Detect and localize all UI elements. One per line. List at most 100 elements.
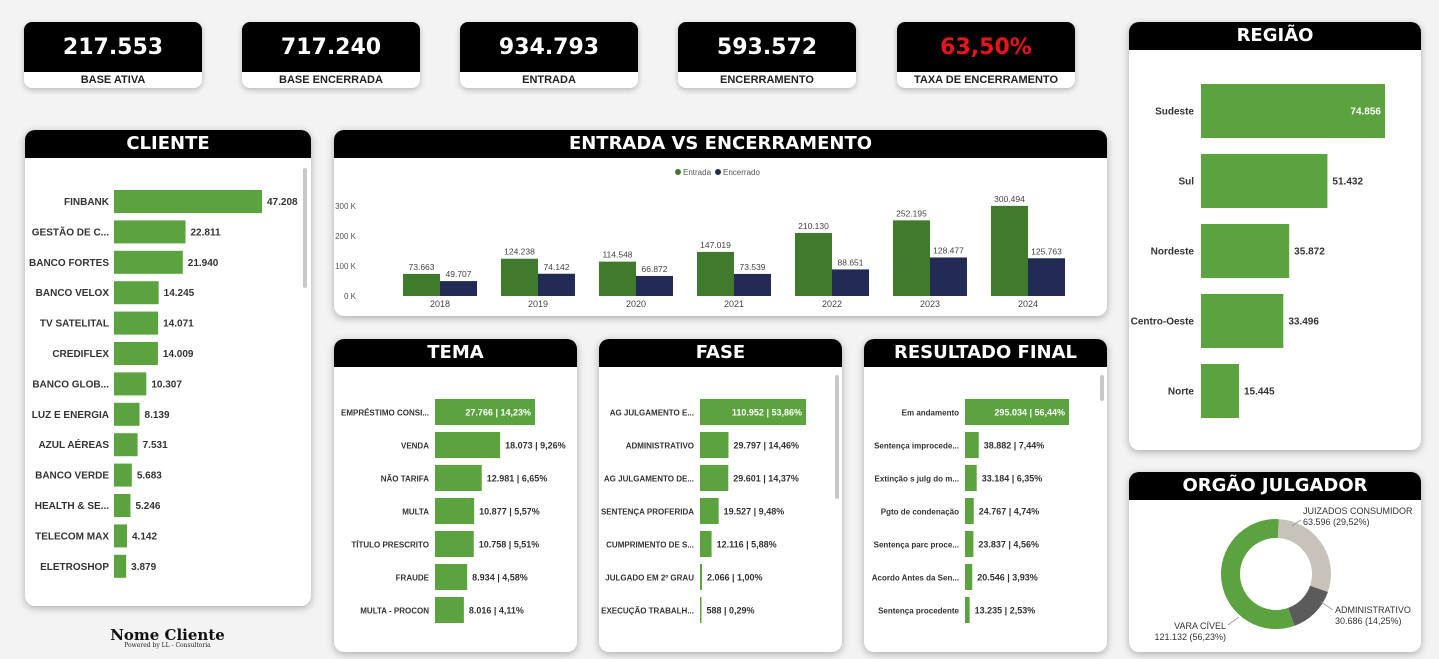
cliente-panel: CLIENTE FINBANK 47.208 GESTÃO DE C... 22.81… [25,130,311,606]
kpi-taxa-encerramento: 63,50% TAXA DE ENCERRAMENTO [897,22,1075,88]
bar [435,498,475,524]
leader-line [1320,601,1334,611]
data-label: 125.763 [1031,246,1062,256]
kpi-label: ENTRADA [522,74,576,86]
category-label: MULTA - PROCON [360,607,429,616]
data-label: 27.766 | 14,23% [465,408,531,418]
x-tick-label: 2021 [724,299,744,309]
bar [1201,84,1385,138]
kpi-value: 63,50% [897,22,1075,72]
category-label: FINBANK [64,197,110,208]
category-label: Acordo Antes da Sen... [872,574,959,583]
category-label: FRAUDE [396,574,430,583]
bar [435,531,474,557]
kpi-label: BASE ATIVA [80,74,146,86]
category-label: Sentença parc proce... [874,541,959,550]
category-label: Extinção s julg do m... [875,475,959,484]
kpi-label: BASE ENCERRADA [279,74,383,86]
entrada-vs-encerramento-title: ENTRADA VS ENCERRAMENTO [334,130,1107,158]
x-tick-label: 2020 [626,299,646,309]
entrada-vs-encerramento-panel: ENTRADA VS ENCERRAMENTO 0 K 100 K 200 K 300… [334,130,1107,316]
bar [440,281,477,296]
data-label: 5.683 [137,471,162,482]
bar [965,432,979,458]
data-label: 124.238 [504,247,535,257]
data-label: 88.651 [838,257,864,267]
cliente-scrollbar[interactable] [303,168,307,288]
bar [965,399,1069,425]
bar [114,250,183,274]
bar [1201,294,1284,348]
data-label: 8.139 [145,410,170,421]
bar [435,465,482,491]
bar [114,311,159,335]
category-label: GESTÃO DE C... [32,225,109,238]
fase-scrollbar[interactable] [835,375,839,499]
bar [538,273,575,296]
data-label: 29.797 | 14,46% [733,441,799,451]
category-label: BANCO VERDE [35,471,109,482]
bar [893,220,930,296]
data-label: 21.940 [188,258,219,269]
x-tick-label: 2023 [920,299,940,309]
data-label: 35.872 [1294,247,1325,258]
category-label: VENDA [401,442,429,451]
category-label: TV SATELITAL [40,319,109,330]
x-tick-label: 2024 [1018,299,1038,309]
tema-chart: EMPRÉSTIMO CONSI... 27.766 | 14,23% VENDA 1… [341,399,566,623]
category-label: HEALTH & SE... [35,501,109,512]
brand-logo: Nome Cliente Powered by LL - Consultoria [100,626,235,649]
category-label: AZUL AÉREAS [38,438,109,451]
x-tick-label: 2018 [430,299,450,309]
tema-panel: TEMA EMPRÉSTIMO CONSI... 27.766 | 14,23% V… [334,339,577,652]
data-label: 10.758 | 5,51% [479,540,540,550]
bar [435,399,535,425]
data-label: 74.856 [1350,107,1381,118]
x-tick-label: 2022 [822,299,842,309]
data-label: 24.767 | 4,74% [979,507,1040,517]
data-label: 51.432 [1332,177,1363,188]
data-label: 10.307 [151,379,182,390]
category-label: BANCO GLOB... [32,379,109,390]
bar [114,372,147,396]
fase-title: FASE [599,339,842,367]
bar [700,564,702,590]
data-label: 38.882 | 7,44% [984,441,1045,451]
leader-line [1227,616,1240,626]
kpi-label: ENCERRAMENTO [720,74,814,86]
data-label: 20.546 | 3,93% [977,573,1038,583]
cliente-chart: FINBANK 47.208 GESTÃO DE C... 22.811 BANCO F… [29,190,298,578]
category-label: EXECUÇÃO TRABALH... [601,607,694,616]
bar [965,531,974,557]
data-label: 295.034 | 56,44% [994,408,1065,418]
data-label: 12.116 | 5,88% [717,540,777,550]
bar [114,494,131,517]
category-label: CUMPRIMENTO DE S... [606,541,694,550]
legend-label: Entrada [683,168,712,177]
category-label: AG JULGAMENTO DE... [604,475,694,484]
data-label: 7.531 [143,440,168,451]
category-label: Norte [1168,387,1195,398]
bar [114,433,138,457]
data-label: 73.663 [409,262,435,272]
data-label: 19.527 | 9,48% [724,507,785,517]
regiao-panel: REGIÃO Sudeste 74.856 Sul 51.432 Nordeste 35.… [1129,22,1421,450]
orgao-julgador-title: ORGÃO JULGADOR [1129,472,1421,500]
data-label: 4.142 [132,531,157,542]
slice-category-label: VARA CÍVEL [1174,621,1226,631]
resultado-final-scrollbar[interactable] [1100,375,1104,401]
brand-powered: Powered by LL - Consultoria [124,642,211,649]
legend-marker [715,169,721,175]
category-label: TÍTULO PRESCRITO [351,541,429,550]
category-label: LUZ E ENERGIA [32,410,109,421]
category-label: ADMINISTRATIVO [626,442,694,451]
bar [965,498,974,524]
category-label: Nordeste [1151,247,1195,258]
data-label: 22.811 [191,227,221,238]
bar [114,463,132,487]
bar [795,232,832,296]
kpi-value: 593.572 [678,22,856,72]
category-label: CREDIFLEX [52,349,109,360]
category-label: BANCO FORTES [29,258,109,269]
resultado-final-panel: RESULTADO FINAL Em andamento 295.034 | 56… [864,339,1107,652]
